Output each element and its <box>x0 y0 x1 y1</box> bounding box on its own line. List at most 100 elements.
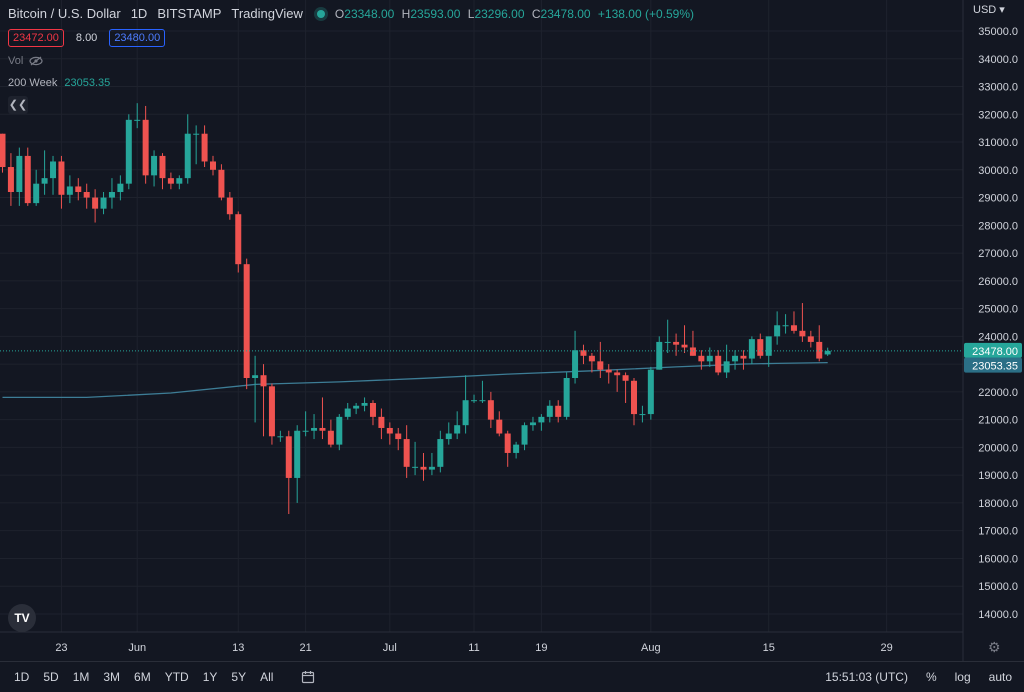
sell-price-button[interactable]: 23472.00 <box>8 29 64 47</box>
candle-body <box>774 325 781 337</box>
y-tick-label: 26000.0 <box>978 276 1018 288</box>
buy-price-button[interactable]: 23480.00 <box>109 29 166 47</box>
ma-price-tag-bg <box>964 357 1022 373</box>
candle-body <box>50 161 57 179</box>
candle-body <box>639 414 646 416</box>
timeframe-5y[interactable]: 5Y <box>231 670 247 684</box>
bottom-toolbar: 1D 5D 1M 3M 6M YTD 1Y 5Y All 15:51:03 (U… <box>0 661 1024 692</box>
candle-body <box>336 416 343 445</box>
candle-body <box>184 133 191 179</box>
x-tick-label: 21 <box>299 642 311 654</box>
x-tick-label: Jun <box>128 642 146 654</box>
log-scale-toggle[interactable]: log <box>954 670 971 684</box>
candle-body <box>403 439 410 467</box>
timeframe-1d[interactable]: 1D <box>14 670 30 684</box>
candle-body <box>748 339 755 359</box>
ma-line <box>2 361 828 399</box>
candle-body <box>412 466 419 468</box>
candle-body <box>353 405 360 409</box>
y-tick-label: 31000.0 <box>978 137 1018 149</box>
y-tick-label: 25000.0 <box>978 304 1018 316</box>
candle-body <box>159 155 166 179</box>
candle-body <box>496 419 503 434</box>
candle-body <box>689 347 696 356</box>
x-tick-label: 29 <box>880 642 892 654</box>
candle-body <box>294 430 301 478</box>
candle-body <box>723 361 730 373</box>
candle-body <box>319 427 326 431</box>
candle-body <box>757 339 764 356</box>
candle-body <box>277 436 284 438</box>
auto-scale-toggle[interactable]: auto <box>988 670 1012 684</box>
y-tick-label: 17000.0 <box>978 526 1018 538</box>
candle-body <box>521 425 528 445</box>
calendar-range-icon[interactable] <box>301 670 315 684</box>
candle-body <box>75 186 82 193</box>
y-tick-label: 16000.0 <box>978 553 1018 565</box>
candle-body <box>285 436 292 478</box>
candle-body <box>210 161 216 170</box>
ma-price-tag: 23053.35 <box>972 361 1018 373</box>
quote-panel: 23472.00 8.00 23480.00 <box>8 29 166 47</box>
last-price-tag: 23478.00 <box>972 346 1018 358</box>
candle-body <box>698 355 705 362</box>
collapse-legend-button[interactable]: ❮❮ <box>8 96 28 114</box>
price-chart[interactable]: 14000.0 15000.0 16000.0 17000.0 18000.0 19000… <box>0 0 1024 661</box>
symbol-name[interactable]: Bitcoin / U.S. Dollar <box>8 6 121 21</box>
timeframe-3m[interactable]: 3M <box>103 670 121 684</box>
candle-body <box>235 214 242 265</box>
y-tick-label: 34000.0 <box>978 54 1018 66</box>
timeframe-1y[interactable]: 1Y <box>202 670 218 684</box>
ma-legend-name: 200 Week <box>8 77 58 89</box>
timeframe-buttons: 1D 5D 1M 3M 6M YTD 1Y 5Y All <box>14 670 273 684</box>
eye-hidden-icon[interactable] <box>29 56 43 66</box>
candle-body <box>268 386 275 437</box>
y-tick-label: 30000.0 <box>978 165 1018 177</box>
candle-body <box>631 380 637 415</box>
candle-body <box>134 119 141 121</box>
last-price-tag-bg <box>964 342 1022 358</box>
candle-body <box>7 167 14 193</box>
timeframe-ytd[interactable]: YTD <box>164 670 189 684</box>
candle-body <box>816 341 823 359</box>
market-status-icon[interactable] <box>316 9 325 18</box>
x-tick-label: 23 <box>55 642 67 654</box>
x-tick-label: Aug <box>641 642 661 654</box>
candle-body <box>0 133 6 168</box>
percent-scale-toggle[interactable]: % <box>925 670 937 684</box>
candle-body <box>479 400 486 402</box>
timeframe-all[interactable]: All <box>260 670 274 684</box>
candle-body <box>538 416 545 423</box>
y-tick-label: 19000.0 <box>978 470 1018 482</box>
candle-body <box>66 186 73 195</box>
candle-body <box>732 355 739 362</box>
volume-indicator[interactable]: Vol <box>8 55 43 67</box>
candle-body <box>572 350 579 378</box>
candle-body <box>24 155 31 204</box>
spread-value: 8.00 <box>75 32 98 44</box>
candle-body <box>395 433 402 440</box>
exchange: BITSTAMP <box>157 6 222 21</box>
candle-body <box>125 119 132 184</box>
timeframe-5d[interactable]: 5D <box>43 670 59 684</box>
candle-body <box>361 402 368 406</box>
interval[interactable]: 1D <box>130 6 148 21</box>
candle-body <box>529 422 536 426</box>
settings-gear-icon[interactable]: ⚙ <box>988 639 1001 655</box>
candle-body <box>664 341 671 343</box>
utc-clock[interactable]: 15:51:03 (UTC) <box>825 670 908 684</box>
ma-legend[interactable]: 200 Week 23053.35 <box>8 77 110 89</box>
timeframe-6m[interactable]: 6M <box>134 670 151 684</box>
y-tick-label: 21000.0 <box>978 415 1018 427</box>
tradingview-logo[interactable]: TV <box>8 604 36 632</box>
x-tick-label: 13 <box>232 642 244 654</box>
x-tick-label: Jul <box>383 642 397 654</box>
candle-body <box>765 336 772 356</box>
candle-body <box>706 355 713 362</box>
timeframe-1m[interactable]: 1M <box>72 670 90 684</box>
candle-body <box>647 369 654 415</box>
candle-body <box>327 430 334 445</box>
candle-body <box>622 375 629 381</box>
candle-body <box>656 341 663 370</box>
currency-selector[interactable]: USD ▾ <box>973 4 1005 16</box>
